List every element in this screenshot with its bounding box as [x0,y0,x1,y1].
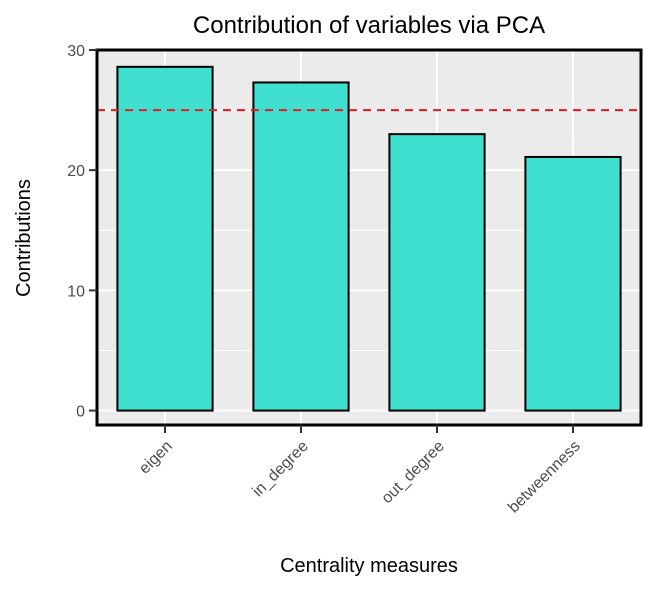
bar-in_degree [252,81,350,412]
chart-title: Contribution of variables via PCA [193,12,545,39]
y-axis-title: Contributions [13,179,35,297]
bar-eigen [116,65,214,412]
x-axis-title: Centrality measures [280,555,458,577]
plot-panel [95,48,643,427]
y-tick-label: 0 [76,404,85,421]
x-tick-label-in_degree: in_degree [249,438,311,500]
y-tick-label: 10 [67,283,85,300]
y-tick-label: 20 [67,163,85,180]
x-tick-label-betweenness: betweenness [505,438,584,517]
x-tick-label-out_degree: out_degree [379,438,448,507]
bar-out_degree [388,133,486,412]
x-axis-ticks: eigen in_degree out_degree betweenness [136,425,584,517]
x-tick-label-eigen: eigen [136,438,176,478]
y-axis-ticks: 0 10 20 30 [67,43,97,421]
bar-betweenness [524,155,622,412]
panel-border [95,48,643,427]
y-tick-label: 30 [67,43,85,60]
